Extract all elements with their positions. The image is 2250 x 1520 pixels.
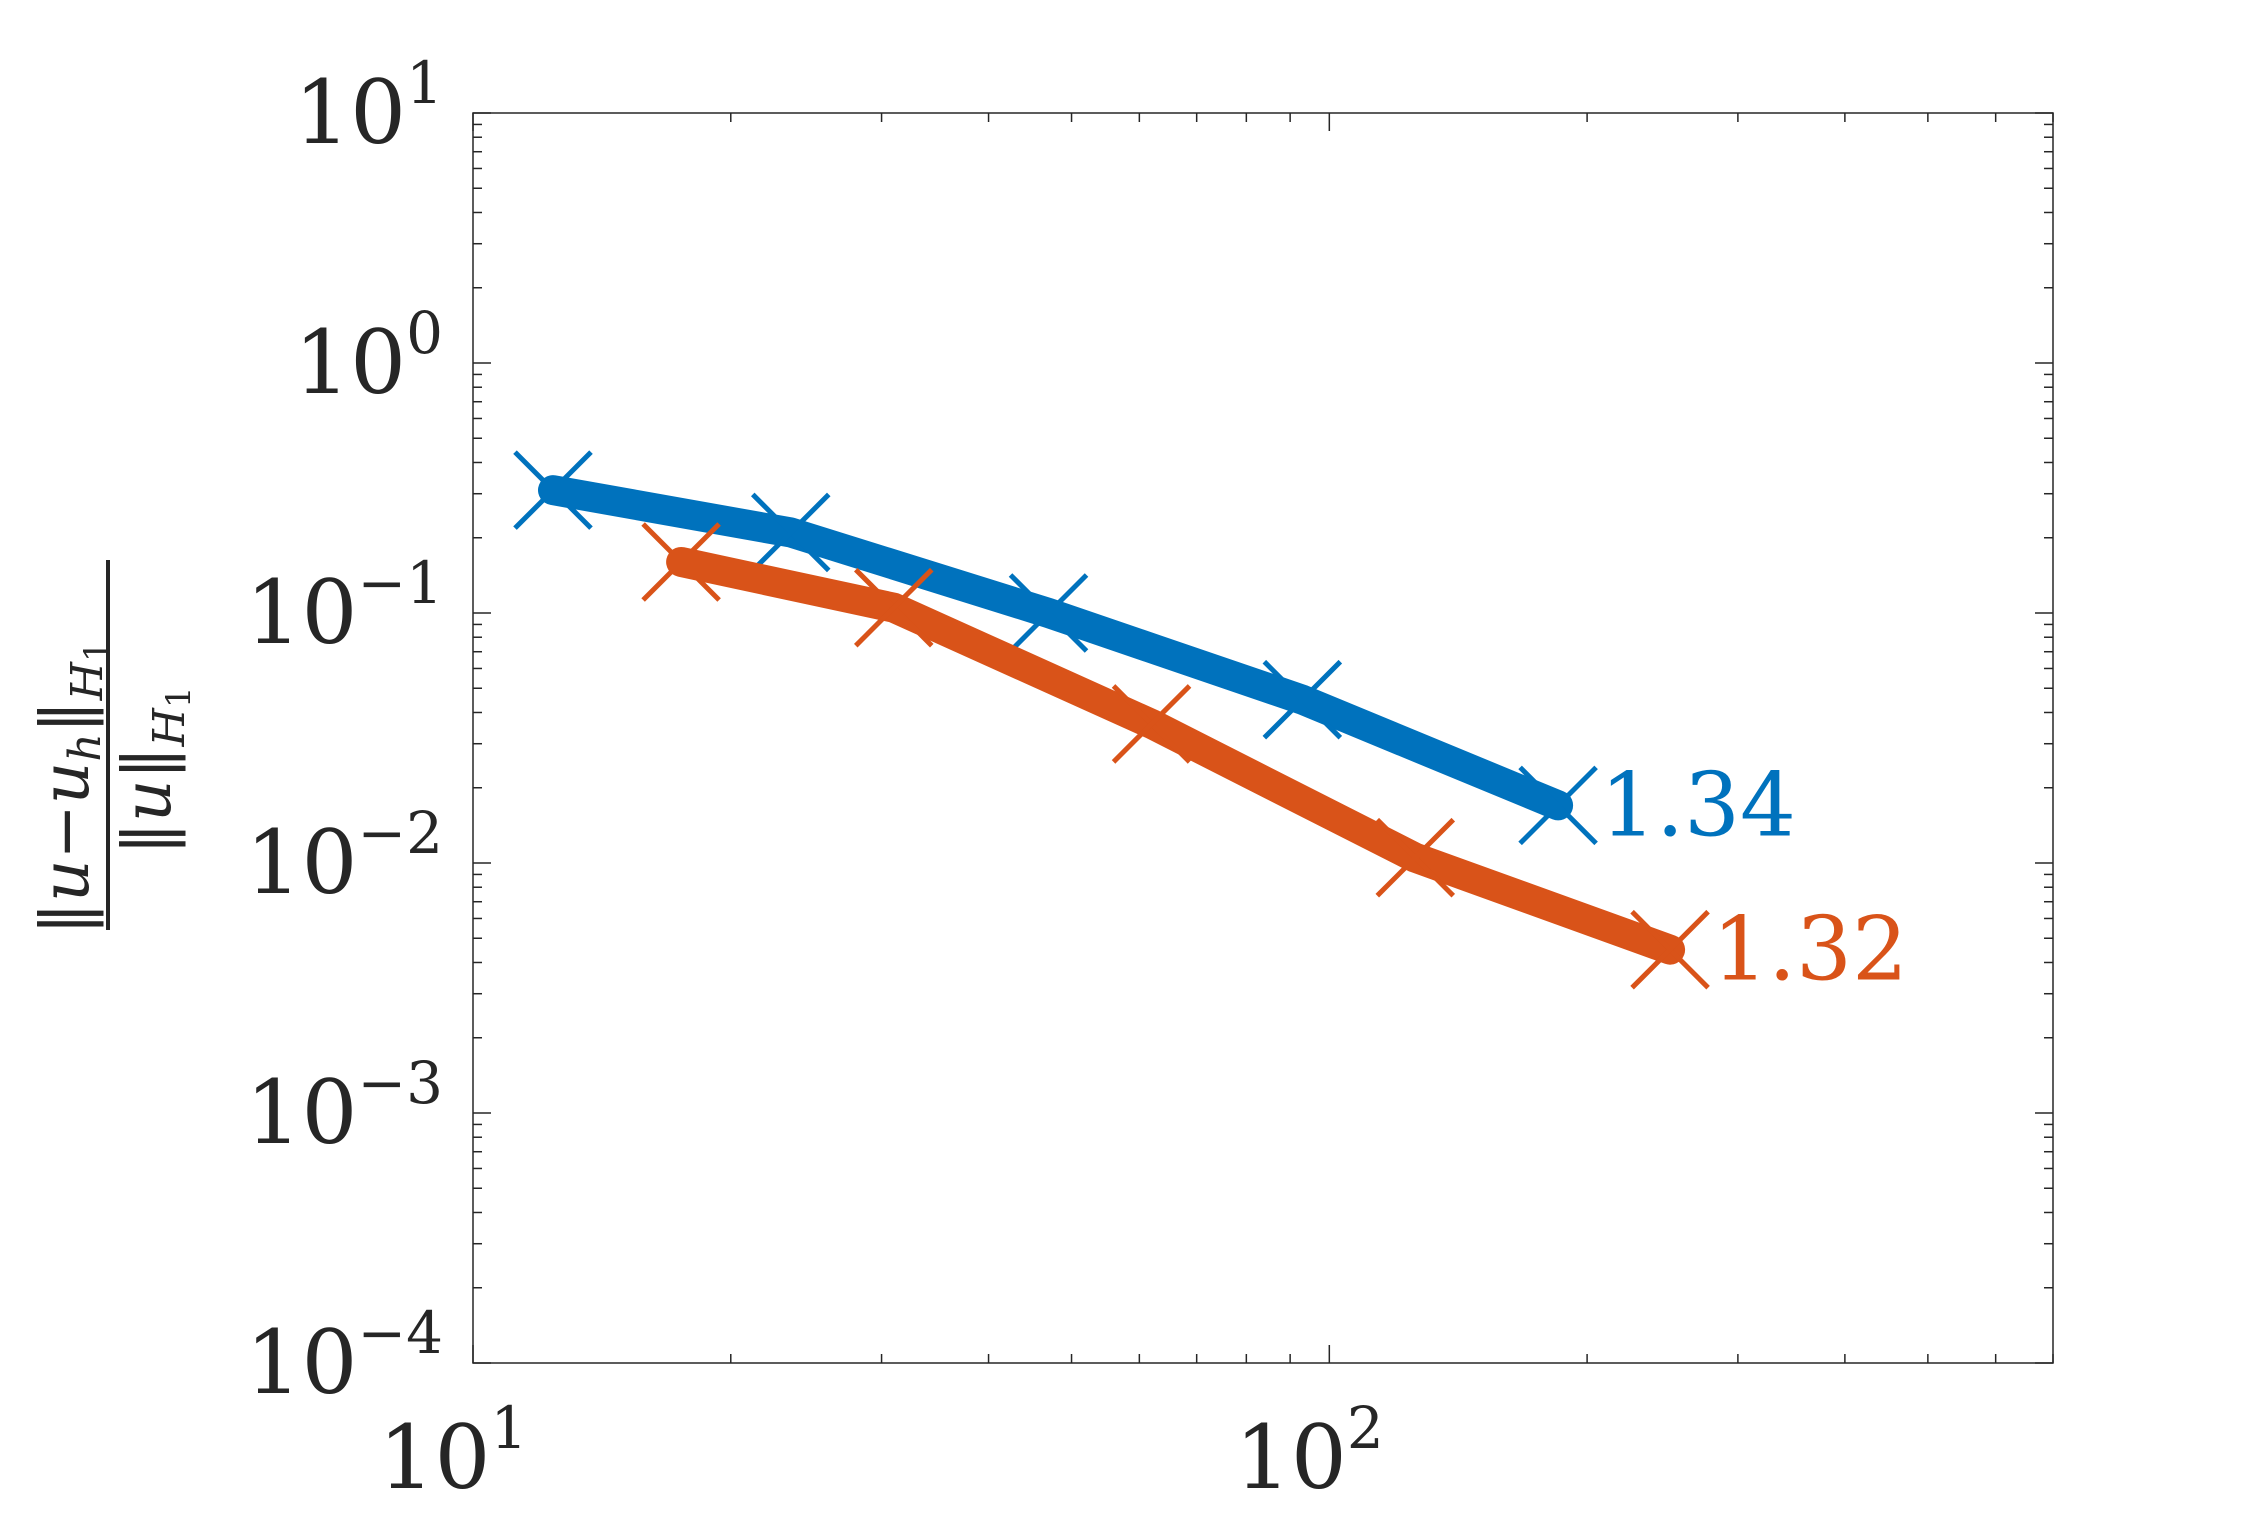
y-tick-label-base: 10 bbox=[246, 811, 358, 914]
y-axis-label-denominator: ‖u‖ bbox=[109, 746, 186, 855]
minor-ticks bbox=[473, 113, 2054, 1363]
svg-text:‖u‖H1: ‖u‖H1 bbox=[109, 686, 199, 855]
y-tick-label-exponent: −2 bbox=[358, 799, 444, 867]
series-layer: 1.34 1.32 bbox=[513, 450, 1908, 1001]
series-1-marker bbox=[513, 450, 593, 530]
x-tick-labels: 101 102 bbox=[379, 1394, 1384, 1509]
marker-stroke bbox=[1630, 909, 1710, 990]
y-tick-label-base: 10 bbox=[246, 561, 358, 664]
y-axis-label: ‖u−uh‖H1 ‖u‖H1 bbox=[27, 560, 199, 935]
marker-stroke bbox=[1008, 573, 1089, 653]
plot-area bbox=[472, 112, 2054, 1364]
marker-stroke bbox=[641, 522, 721, 602]
y-tick-label-exponent: −4 bbox=[358, 1299, 444, 1367]
y-axis-label-numerator-norm-sub: H bbox=[62, 660, 113, 701]
x-tick-label: 102 bbox=[1235, 1394, 1384, 1509]
y-tick-label: 101 bbox=[294, 49, 443, 164]
y-tick-label-exponent: 1 bbox=[406, 49, 443, 117]
major-ticks bbox=[472, 112, 2053, 1364]
y-axis-label-numerator-sub: h bbox=[60, 733, 111, 761]
x-tick-label-base: 10 bbox=[1235, 1406, 1347, 1509]
y-tick-label-exponent: −3 bbox=[358, 1049, 444, 1117]
y-tick-label-exponent: −1 bbox=[358, 549, 444, 617]
marker-stroke bbox=[1262, 659, 1343, 740]
series-1-marker bbox=[1518, 765, 1598, 846]
y-tick-label: 10−3 bbox=[246, 1049, 443, 1164]
marker-stroke bbox=[1518, 765, 1598, 846]
marker-stroke bbox=[750, 492, 831, 573]
x-tick-label: 101 bbox=[379, 1394, 528, 1509]
marker-stroke bbox=[853, 567, 934, 648]
series-2-marker bbox=[1111, 684, 1192, 764]
y-axis-label-numerator-norm: ‖ bbox=[27, 700, 104, 733]
y-axis-label-numerator-norm-sub2: 1 bbox=[77, 640, 117, 662]
y-tick-label: 10−1 bbox=[246, 549, 443, 664]
marker-stroke bbox=[513, 450, 593, 530]
series-1-rate-annotation: 1.34 bbox=[1600, 753, 1796, 856]
series-2-marker bbox=[1375, 817, 1456, 898]
y-tick-label-base: 10 bbox=[246, 1311, 358, 1414]
y-tick-label-exponent: 0 bbox=[406, 299, 443, 367]
y-tick-label-base: 10 bbox=[294, 311, 406, 414]
y-axis-label-denominator-sub2: 1 bbox=[159, 686, 199, 708]
svg-text:‖u−uh‖H1: ‖u−uh‖H1 bbox=[27, 640, 117, 935]
series-2-rate-annotation: 1.32 bbox=[1712, 898, 1908, 1001]
y-tick-label: 100 bbox=[294, 299, 443, 414]
series-2-marker bbox=[641, 522, 721, 602]
y-tick-label-base: 10 bbox=[294, 61, 406, 164]
marker-stroke bbox=[1111, 684, 1192, 764]
y-axis-label-numerator: ‖u−u bbox=[27, 762, 104, 935]
y-axis-label-denominator-sub: H bbox=[144, 706, 195, 747]
series-1-marker bbox=[1262, 659, 1343, 740]
y-tick-label: 10−4 bbox=[246, 1299, 443, 1414]
y-tick-label: 10−2 bbox=[246, 799, 443, 914]
series-2-marker bbox=[853, 567, 934, 648]
x-tick-label-base: 10 bbox=[379, 1406, 491, 1509]
series-1-marker bbox=[1008, 573, 1089, 653]
x-tick-label-exponent: 2 bbox=[1347, 1394, 1384, 1462]
series-2-marker bbox=[1630, 909, 1710, 990]
y-tick-label-base: 10 bbox=[246, 1061, 358, 1164]
marker-stroke bbox=[1375, 817, 1456, 898]
x-tick-label-exponent: 1 bbox=[491, 1394, 528, 1462]
series-1-marker bbox=[750, 492, 831, 573]
